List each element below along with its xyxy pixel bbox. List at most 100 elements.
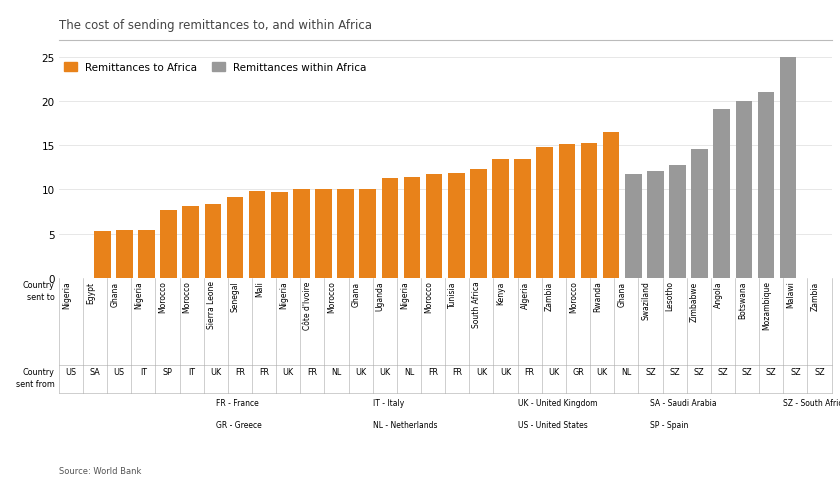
Text: Morocco: Morocco: [569, 281, 578, 312]
Text: Angola: Angola: [714, 281, 723, 307]
Text: SA: SA: [90, 367, 101, 376]
Bar: [758, 93, 774, 278]
Text: FR: FR: [452, 367, 462, 376]
Bar: [404, 178, 420, 278]
Text: IT - Italy: IT - Italy: [373, 398, 404, 408]
Text: Malawi: Malawi: [786, 281, 795, 308]
Text: UK: UK: [210, 367, 221, 376]
Text: IT: IT: [139, 367, 147, 376]
Text: FR: FR: [525, 367, 535, 376]
Bar: [160, 210, 177, 278]
Text: GR - Greece: GR - Greece: [216, 420, 261, 429]
Text: UK: UK: [549, 367, 559, 376]
Text: Morocco: Morocco: [328, 281, 337, 312]
Text: Nigeria: Nigeria: [279, 281, 288, 309]
Text: UK: UK: [500, 367, 511, 376]
Text: Botswana: Botswana: [738, 281, 747, 318]
Bar: [625, 174, 642, 278]
Text: SP - Spain: SP - Spain: [650, 420, 689, 429]
Bar: [94, 231, 111, 278]
Text: SZ: SZ: [742, 367, 753, 376]
Bar: [116, 231, 133, 278]
Bar: [713, 110, 730, 278]
Text: IT: IT: [188, 367, 195, 376]
Text: NL: NL: [332, 367, 342, 376]
Text: Nigeria: Nigeria: [62, 281, 71, 309]
Text: SZ: SZ: [766, 367, 776, 376]
Text: Ghana: Ghana: [110, 281, 119, 306]
Text: US - United States: US - United States: [517, 420, 587, 429]
Text: UK: UK: [380, 367, 391, 376]
Text: UK - United Kingdom: UK - United Kingdom: [517, 398, 597, 408]
Bar: [736, 102, 752, 278]
Text: Morocco: Morocco: [424, 281, 433, 312]
Bar: [249, 192, 265, 278]
Text: SP: SP: [162, 367, 172, 376]
Text: FR: FR: [428, 367, 438, 376]
Bar: [426, 174, 443, 278]
Text: Morocco: Morocco: [159, 281, 167, 312]
Text: Sierra Leone: Sierra Leone: [207, 281, 216, 329]
Bar: [780, 58, 796, 278]
Text: SZ - South Africa: SZ - South Africa: [783, 398, 840, 408]
Text: Nigeria: Nigeria: [400, 281, 409, 309]
Bar: [647, 171, 664, 278]
Bar: [603, 132, 619, 278]
Text: South Africa: South Africa: [472, 281, 481, 327]
Text: Senegal: Senegal: [231, 281, 240, 312]
Text: Tunisia: Tunisia: [449, 281, 457, 307]
Bar: [271, 193, 287, 278]
Bar: [293, 190, 310, 278]
Text: SA - Saudi Arabia: SA - Saudi Arabia: [650, 398, 717, 408]
Text: NL - Netherlands: NL - Netherlands: [373, 420, 438, 429]
Bar: [492, 160, 509, 278]
Text: NL: NL: [404, 367, 414, 376]
Text: SZ: SZ: [645, 367, 656, 376]
Text: Algeria: Algeria: [521, 281, 530, 308]
Bar: [182, 207, 199, 278]
Text: Ghana: Ghana: [617, 281, 627, 306]
Text: UK: UK: [283, 367, 294, 376]
Text: US: US: [66, 367, 76, 376]
Bar: [448, 173, 465, 278]
Text: SZ: SZ: [669, 367, 680, 376]
Text: The cost of sending remittances to, and within Africa: The cost of sending remittances to, and …: [59, 19, 372, 32]
Text: Country
sent to: Country sent to: [23, 281, 55, 301]
Text: Mali: Mali: [255, 281, 264, 297]
Text: SZ: SZ: [790, 367, 801, 376]
Bar: [580, 143, 597, 278]
Bar: [360, 190, 376, 278]
Text: Zimbabwe: Zimbabwe: [690, 281, 699, 321]
Bar: [338, 190, 354, 278]
Text: Uganda: Uganda: [375, 281, 385, 311]
Bar: [514, 160, 531, 278]
Text: GR: GR: [572, 367, 584, 376]
Text: US: US: [113, 367, 124, 376]
Text: FR: FR: [235, 367, 245, 376]
Text: SZ: SZ: [717, 367, 728, 376]
Text: Ghana: Ghana: [352, 281, 360, 306]
Text: Nigeria: Nigeria: [134, 281, 144, 309]
Text: Egypt: Egypt: [86, 281, 95, 303]
Bar: [205, 204, 221, 278]
Text: Swaziland: Swaziland: [642, 281, 650, 320]
Text: UK: UK: [476, 367, 487, 376]
Bar: [669, 165, 685, 278]
Text: Morocco: Morocco: [182, 281, 192, 312]
Text: Lesotho: Lesotho: [665, 281, 675, 311]
Bar: [537, 148, 553, 278]
Text: Côte d'Ivoire: Côte d'Ivoire: [303, 281, 312, 329]
Legend: Remittances to Africa, Remittances within Africa: Remittances to Africa, Remittances withi…: [64, 63, 367, 73]
Text: Source: World Bank: Source: World Bank: [59, 466, 141, 475]
Text: Zambia: Zambia: [811, 281, 820, 310]
Bar: [315, 190, 332, 278]
Text: FR: FR: [307, 367, 318, 376]
Text: NL: NL: [622, 367, 632, 376]
Text: Kenya: Kenya: [496, 281, 506, 304]
Text: FR: FR: [259, 367, 269, 376]
Bar: [470, 170, 486, 278]
Bar: [691, 149, 708, 278]
Text: SZ: SZ: [814, 367, 825, 376]
Bar: [381, 179, 398, 278]
Bar: [139, 231, 155, 278]
